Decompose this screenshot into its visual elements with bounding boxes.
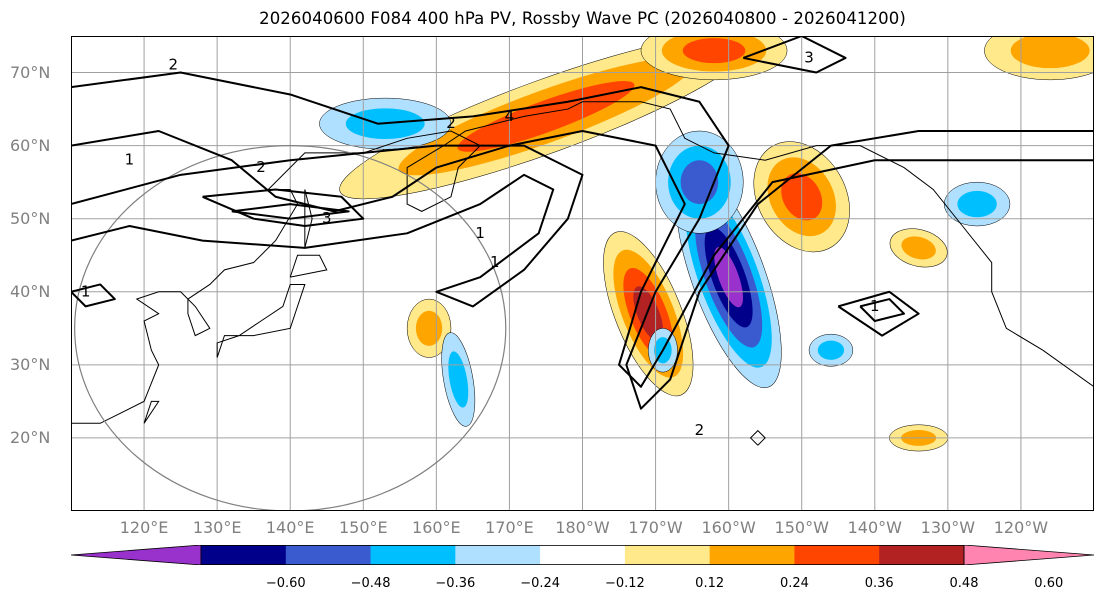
graticule xyxy=(71,36,1094,511)
colorbar-tick-label: 0.60 xyxy=(1034,576,1064,591)
coastline xyxy=(749,429,766,446)
lon-tick-label: 120°E xyxy=(119,518,169,537)
pv-contour-fill xyxy=(680,160,719,205)
contour-label: 3 xyxy=(804,48,814,66)
contour-line xyxy=(231,203,350,220)
colorbar-tick-label: −0.12 xyxy=(604,576,645,591)
colorbar-segment xyxy=(370,545,456,565)
contour-label: 1 xyxy=(475,224,485,242)
contour-label: 2 xyxy=(446,114,456,132)
colorbar-segment xyxy=(455,545,541,565)
coastline xyxy=(289,254,328,278)
lat-tick-label: 70°N xyxy=(10,62,51,82)
coastline xyxy=(143,400,160,424)
colorbar xyxy=(71,545,1094,565)
lon-tick-label: 130°E xyxy=(192,518,242,537)
pv-contour-fill xyxy=(448,351,469,408)
pv-contour-fill xyxy=(901,236,936,260)
pv-anomaly-nw-pacific-negative xyxy=(441,332,476,427)
colorbar-extend-max xyxy=(963,545,1094,565)
contour-line xyxy=(71,144,584,308)
lat-tick-label: 30°N xyxy=(10,354,51,374)
contour-line xyxy=(859,298,906,322)
contour-label: 2 xyxy=(256,158,266,176)
colorbar-tick-label: −0.36 xyxy=(435,576,476,591)
contour-line xyxy=(202,188,365,227)
contour-label: 3 xyxy=(322,209,332,227)
lon-tick-label: 150°W xyxy=(774,518,829,537)
pv-anomaly-canada-positive xyxy=(984,36,1094,81)
lon-tick-label: 140°W xyxy=(847,518,902,537)
coastline xyxy=(216,283,306,358)
pv-anomaly-east-pacific-negative xyxy=(808,333,854,367)
coastline xyxy=(71,101,1094,424)
contour-line xyxy=(71,130,1094,388)
pv-contour-fill xyxy=(682,38,746,64)
lon-tick-label: 130°W xyxy=(920,518,976,537)
contour-label: 1 xyxy=(490,253,500,271)
lon-tick-label: 120°W xyxy=(993,518,1049,537)
colorbar-segment xyxy=(879,545,965,565)
pv-anomaly-arctic-positive xyxy=(640,36,788,81)
contour-label: 1 xyxy=(81,282,91,300)
contour-label: 2 xyxy=(695,421,705,439)
colorbar-tick-label: 0.36 xyxy=(864,576,894,591)
pv-anomaly-westcoast-positive xyxy=(889,228,948,268)
colorbar-segment xyxy=(794,545,880,565)
lon-tick-label: 140°E xyxy=(265,518,315,537)
colorbar-segment xyxy=(201,545,287,565)
lon-tick-label: 170°E xyxy=(485,518,534,537)
pv-anomaly-nw-pacific-positive xyxy=(406,298,452,358)
colorbar-tick-label: 0.24 xyxy=(779,576,809,591)
colorbar-tick-label: −0.24 xyxy=(520,576,561,591)
contour-label: 1 xyxy=(870,297,880,315)
pv-contour-fill xyxy=(457,81,635,152)
contour-label: 4 xyxy=(505,107,515,125)
map-frame xyxy=(71,36,1094,511)
pv-filled-contours xyxy=(319,36,1094,452)
colorbar-tick-label: 0.48 xyxy=(949,576,979,591)
contour-line xyxy=(71,283,116,308)
pv-contour-fill xyxy=(817,340,845,360)
lon-tick-label: 160°W xyxy=(701,518,756,537)
contour-label: 1 xyxy=(125,151,135,169)
chart-title: 2026040600 F084 400 hPa PV, Rossby Wave … xyxy=(259,9,906,28)
colorbar-segment xyxy=(709,545,795,565)
lon-tick-label: 160°E xyxy=(412,518,461,537)
contour-label: 2 xyxy=(169,56,179,74)
lon-tick-label: 170°W xyxy=(628,518,683,537)
colorbar-tick-label: −0.48 xyxy=(350,576,391,591)
colorbar-extend-min xyxy=(71,545,202,565)
pv-contour-fill xyxy=(1010,36,1090,69)
lon-tick-label: 180°W xyxy=(555,518,610,537)
lat-tick-label: 50°N xyxy=(10,208,51,228)
colorbar-tick-label: 0.12 xyxy=(695,576,725,591)
pv-contour-fill xyxy=(957,190,997,218)
colorbar-segment xyxy=(624,545,711,565)
contour-line xyxy=(742,36,847,74)
pv-contour-fill xyxy=(415,310,443,346)
colorbar-segment xyxy=(540,545,626,565)
coastlines xyxy=(71,101,1094,446)
lon-tick-label: 150°E xyxy=(338,518,388,537)
colorbar-segment xyxy=(285,545,372,565)
colorbar-frame xyxy=(200,545,965,565)
colorbar-tick-label: −0.60 xyxy=(265,576,306,591)
contour-line xyxy=(71,71,1094,410)
lat-tick-label: 20°N xyxy=(10,427,51,447)
pv-anomaly-bc-negative xyxy=(943,181,1011,227)
lat-tick-label: 40°N xyxy=(10,281,51,301)
lat-tick-label: 60°N xyxy=(10,135,51,155)
contour-line xyxy=(837,290,920,337)
